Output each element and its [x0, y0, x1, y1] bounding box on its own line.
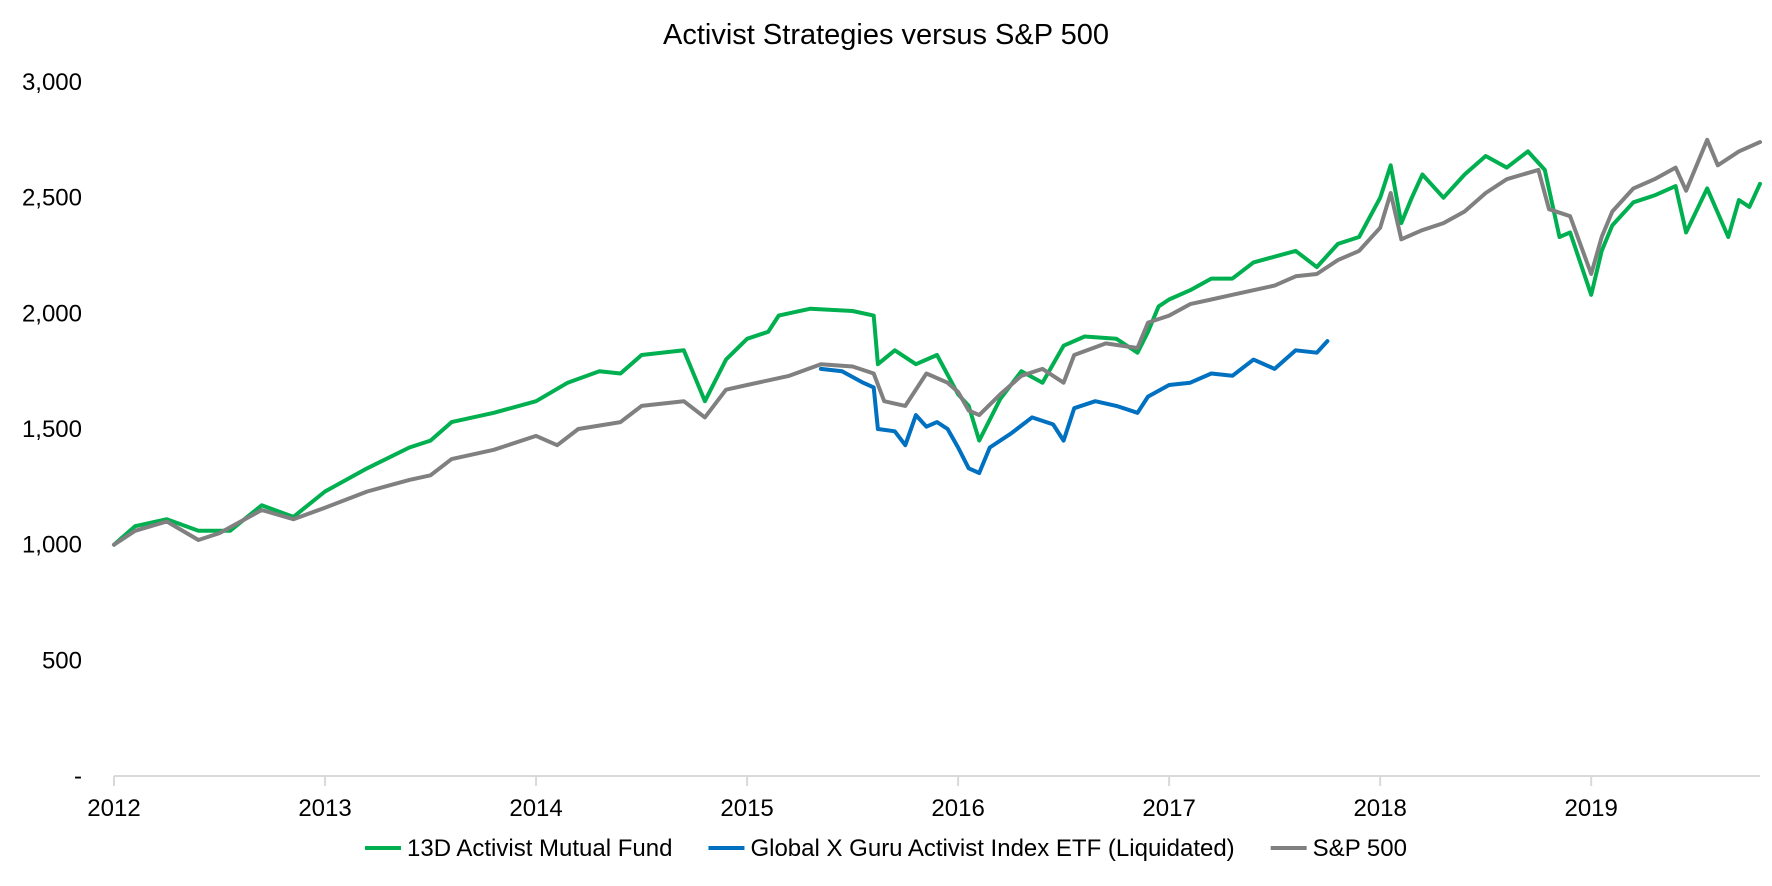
x-tick-label: 2016 [931, 795, 984, 822]
y-tick-label: 2,500 [22, 185, 82, 212]
legend-label: S&P 500 [1313, 835, 1407, 862]
x-axis-ticks: 2012 2013 2014 2015 2016 2017 2018 2019 [87, 776, 1618, 822]
legend-label: 13D Activist Mutual Fund [407, 835, 672, 862]
x-tick-label: 2015 [720, 795, 773, 822]
x-tick-label: 2012 [87, 795, 140, 822]
x-tick-label: 2017 [1142, 795, 1195, 822]
y-tick-label: 500 [42, 647, 82, 674]
x-tick-label: 2018 [1353, 795, 1406, 822]
legend-label: Global X Guru Activist Index ETF (Liquid… [750, 835, 1234, 862]
x-tick-label: 2013 [298, 795, 351, 822]
y-tick-label: 3,000 [22, 69, 82, 96]
x-tick-label: 2019 [1564, 795, 1617, 822]
y-axis-tick-labels: - 500 1,000 1,500 2,000 2,500 3,000 [22, 69, 82, 790]
legend: 13D Activist Mutual Fund Global X Guru Ac… [365, 835, 1407, 862]
y-tick-label: 1,500 [22, 416, 82, 443]
series-lines [112, 137, 1762, 547]
y-tick-label: - [74, 763, 82, 790]
y-tick-label: 2,000 [22, 300, 82, 327]
series-line-3 [112, 137, 1762, 547]
series-line-2 [818, 339, 1330, 475]
y-tick-label: 1,000 [22, 532, 82, 559]
x-tick-label: 2014 [509, 795, 562, 822]
chart-title: Activist Strategies versus S&P 500 [663, 19, 1109, 51]
series-line-1 [112, 149, 1762, 547]
